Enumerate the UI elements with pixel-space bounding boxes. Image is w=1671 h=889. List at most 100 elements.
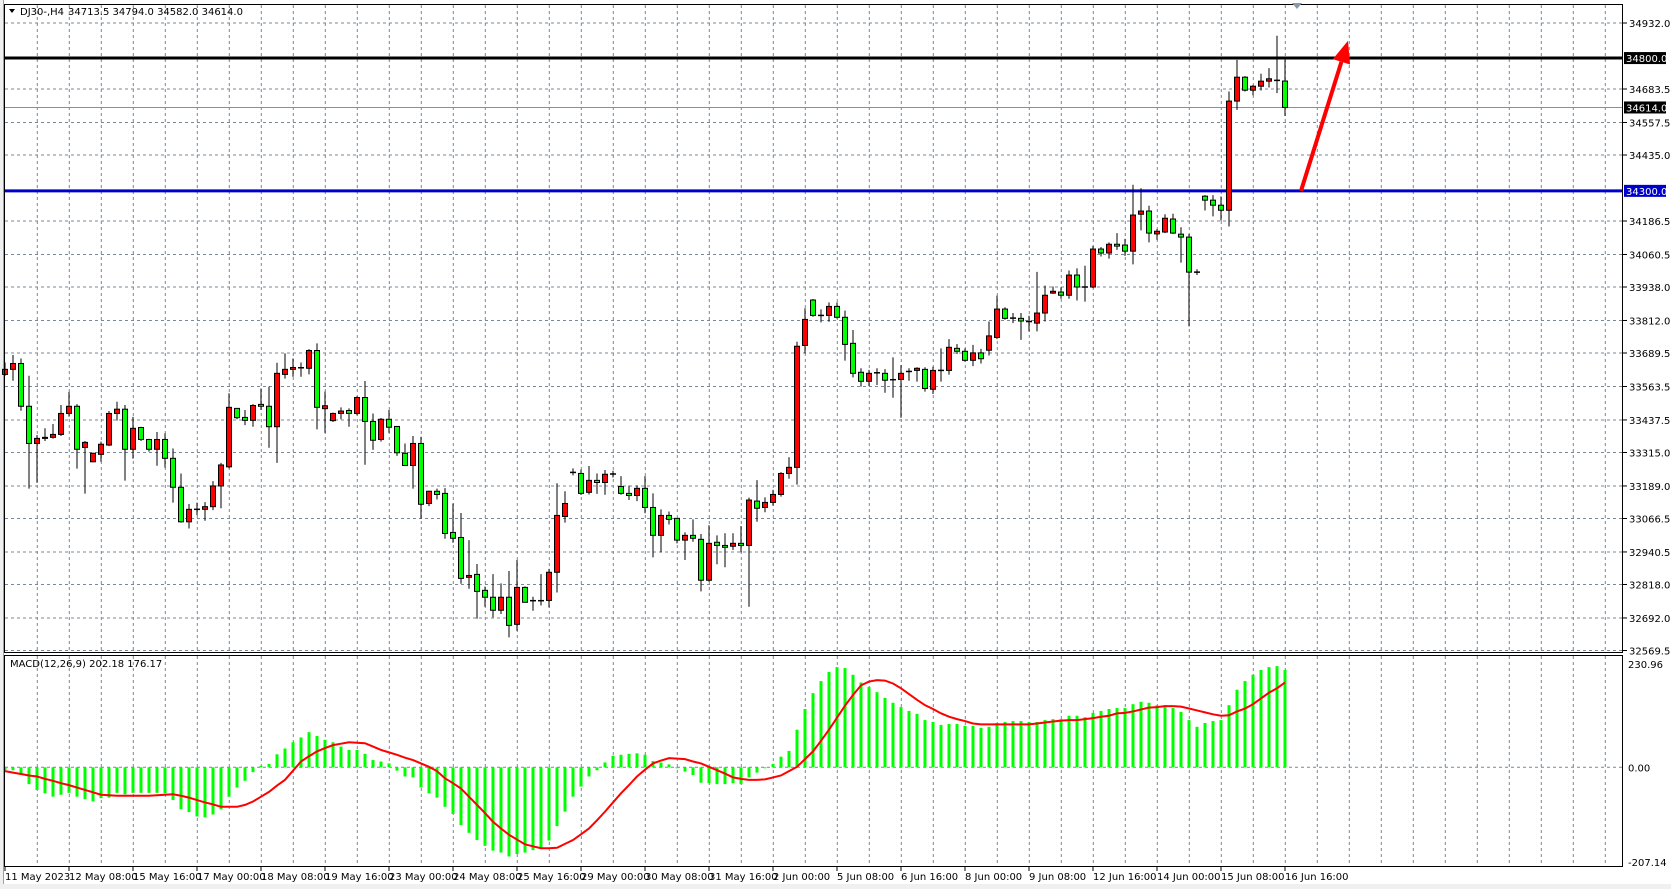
candle[interactable] xyxy=(986,321,992,356)
candle[interactable] xyxy=(946,339,952,375)
candle[interactable] xyxy=(458,513,464,584)
candle[interactable] xyxy=(1034,271,1040,332)
candle[interactable] xyxy=(1178,227,1184,263)
candle[interactable] xyxy=(842,310,848,361)
candle[interactable] xyxy=(1082,265,1088,302)
candle[interactable] xyxy=(442,488,448,539)
candle[interactable] xyxy=(394,425,400,456)
candle[interactable] xyxy=(418,436,424,519)
candle[interactable] xyxy=(306,349,312,375)
candle[interactable] xyxy=(450,503,456,543)
candle[interactable] xyxy=(490,574,496,618)
price-pane[interactable] xyxy=(2,35,1624,638)
candle[interactable] xyxy=(106,411,112,447)
candle[interactable] xyxy=(626,485,632,501)
candle[interactable] xyxy=(210,481,216,511)
candle[interactable] xyxy=(650,493,656,558)
candle[interactable] xyxy=(1266,68,1272,88)
candle[interactable] xyxy=(1234,59,1240,110)
candle[interactable] xyxy=(818,309,824,323)
candle[interactable] xyxy=(218,462,224,509)
candle[interactable] xyxy=(58,404,64,437)
candle[interactable] xyxy=(354,396,360,416)
candle[interactable] xyxy=(426,490,432,507)
candle[interactable] xyxy=(1122,238,1128,256)
candle[interactable] xyxy=(266,386,272,448)
candle[interactable] xyxy=(434,488,440,500)
candle[interactable] xyxy=(1058,287,1064,299)
candle[interactable] xyxy=(1050,286,1056,294)
candle[interactable] xyxy=(658,509,664,553)
candle[interactable] xyxy=(370,413,376,450)
candle[interactable] xyxy=(554,483,560,593)
candle[interactable] xyxy=(338,407,344,420)
candle[interactable] xyxy=(50,424,56,439)
candle[interactable] xyxy=(1090,245,1096,289)
candle[interactable] xyxy=(362,381,368,465)
candle[interactable] xyxy=(778,472,784,497)
candle[interactable] xyxy=(346,408,352,427)
candle[interactable] xyxy=(602,470,608,495)
candle[interactable] xyxy=(290,358,296,377)
candle[interactable] xyxy=(962,348,968,362)
candle[interactable] xyxy=(770,489,776,506)
candle[interactable] xyxy=(1114,233,1120,250)
candle[interactable] xyxy=(170,448,176,503)
candle[interactable] xyxy=(682,532,688,561)
candle[interactable] xyxy=(522,586,528,603)
candle[interactable] xyxy=(706,525,712,582)
candle[interactable] xyxy=(906,368,912,381)
trend-arrow[interactable] xyxy=(1299,40,1351,192)
candle[interactable] xyxy=(898,365,904,418)
candle[interactable] xyxy=(194,502,200,516)
candle[interactable] xyxy=(498,583,504,614)
candle[interactable] xyxy=(754,480,760,522)
candle[interactable] xyxy=(410,436,416,489)
candle[interactable] xyxy=(1186,233,1192,327)
candle[interactable] xyxy=(738,526,744,553)
candle[interactable] xyxy=(1218,196,1224,221)
candle[interactable] xyxy=(1194,269,1200,276)
candle[interactable] xyxy=(514,560,520,631)
candle[interactable] xyxy=(1274,35,1280,94)
candle[interactable] xyxy=(978,348,984,364)
candle[interactable] xyxy=(674,517,680,544)
candle[interactable] xyxy=(1170,213,1176,234)
candle[interactable] xyxy=(162,433,168,468)
candle[interactable] xyxy=(618,476,624,495)
candle[interactable] xyxy=(1146,205,1152,243)
candle[interactable] xyxy=(610,470,616,478)
candle[interactable] xyxy=(378,417,384,442)
candle[interactable] xyxy=(690,519,696,542)
candle[interactable] xyxy=(1042,285,1048,322)
candle[interactable] xyxy=(666,511,672,525)
candle[interactable] xyxy=(10,355,16,381)
candle[interactable] xyxy=(66,391,72,417)
candle[interactable] xyxy=(298,362,304,377)
candle[interactable] xyxy=(474,564,480,619)
candle[interactable] xyxy=(594,473,600,494)
candle[interactable] xyxy=(882,369,888,393)
candle[interactable] xyxy=(826,302,832,322)
candle[interactable] xyxy=(1202,195,1208,211)
candle[interactable] xyxy=(122,404,128,481)
candle[interactable] xyxy=(314,343,320,430)
candle[interactable] xyxy=(1130,184,1136,265)
candle[interactable] xyxy=(330,412,336,422)
chart-shift-marker-icon[interactable] xyxy=(1292,3,1302,9)
candle[interactable] xyxy=(850,330,856,378)
candle[interactable] xyxy=(1138,188,1144,231)
candle[interactable] xyxy=(186,504,192,529)
candle[interactable] xyxy=(1026,315,1032,332)
candle[interactable] xyxy=(530,596,536,611)
candle[interactable] xyxy=(746,497,752,607)
candle[interactable] xyxy=(146,438,152,452)
candle[interactable] xyxy=(810,298,816,317)
candle[interactable] xyxy=(858,368,864,387)
candle[interactable] xyxy=(1258,73,1264,91)
candle[interactable] xyxy=(130,416,136,459)
candle[interactable] xyxy=(586,466,592,495)
candle[interactable] xyxy=(178,473,184,523)
candle[interactable] xyxy=(994,295,1000,340)
candle[interactable] xyxy=(1018,313,1024,340)
